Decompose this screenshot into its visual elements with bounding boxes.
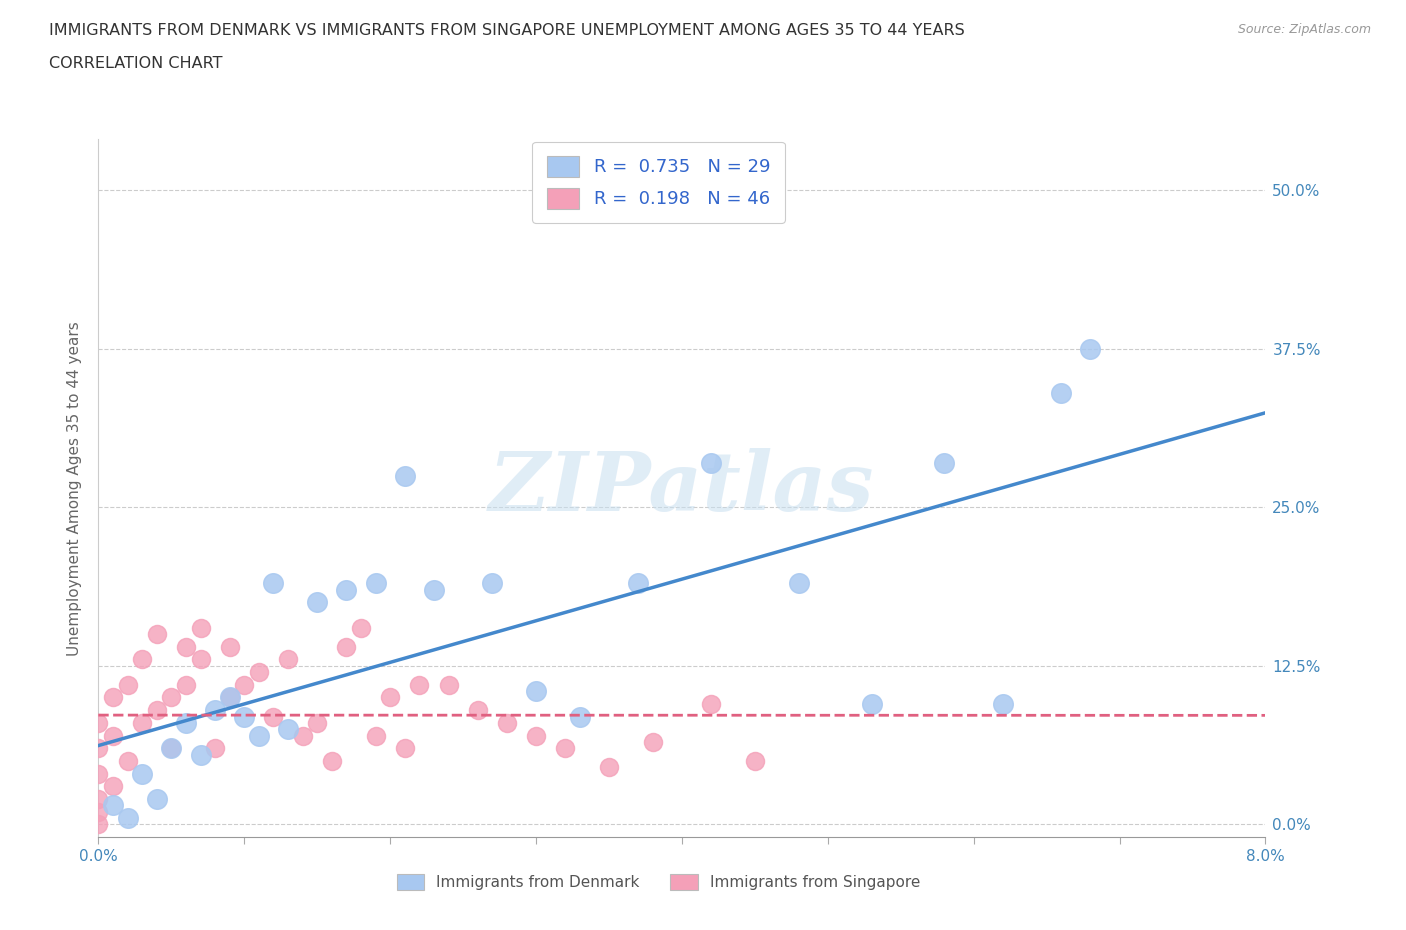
Point <box>101 728 124 743</box>
Point <box>87 791 110 806</box>
Point <box>598 760 620 775</box>
Point <box>101 690 124 705</box>
Point <box>117 753 139 768</box>
Point <box>190 652 212 667</box>
Point <box>394 468 416 483</box>
Point <box>321 753 343 768</box>
Point <box>146 703 169 718</box>
Point <box>1080 341 1102 356</box>
Point <box>87 741 110 756</box>
Point <box>1050 386 1073 401</box>
Point <box>991 697 1014 711</box>
Point <box>335 582 357 597</box>
Point <box>117 811 139 826</box>
Point <box>87 817 110 831</box>
Point <box>860 697 883 711</box>
Y-axis label: Unemployment Among Ages 35 to 44 years: Unemployment Among Ages 35 to 44 years <box>67 321 83 656</box>
Text: CORRELATION CHART: CORRELATION CHART <box>49 56 222 71</box>
Point <box>174 639 197 654</box>
Point <box>101 798 124 813</box>
Point <box>641 735 664 750</box>
Point <box>174 715 197 730</box>
Point <box>160 741 183 756</box>
Point <box>524 728 547 743</box>
Point <box>160 741 183 756</box>
Point <box>423 582 446 597</box>
Point <box>524 684 547 698</box>
Point <box>291 728 314 743</box>
Point <box>335 639 357 654</box>
Point <box>496 715 519 730</box>
Point <box>307 715 329 730</box>
Point <box>87 715 110 730</box>
Point <box>744 753 766 768</box>
Point <box>190 620 212 635</box>
Point <box>87 766 110 781</box>
Point <box>247 665 270 680</box>
Point <box>394 741 416 756</box>
Point <box>277 722 299 737</box>
Legend: Immigrants from Denmark, Immigrants from Singapore: Immigrants from Denmark, Immigrants from… <box>388 865 929 899</box>
Point <box>437 677 460 692</box>
Point <box>101 778 124 793</box>
Point <box>160 690 183 705</box>
Point <box>218 690 240 705</box>
Point <box>131 766 153 781</box>
Point <box>131 715 153 730</box>
Point <box>364 728 387 743</box>
Point <box>262 709 284 724</box>
Point <box>568 709 591 724</box>
Point <box>787 576 810 591</box>
Point <box>87 804 110 819</box>
Point <box>627 576 650 591</box>
Point <box>307 595 329 610</box>
Text: ZIPatlas: ZIPatlas <box>489 448 875 528</box>
Point <box>700 697 723 711</box>
Point <box>190 747 212 762</box>
Text: Source: ZipAtlas.com: Source: ZipAtlas.com <box>1237 23 1371 36</box>
Point <box>554 741 576 756</box>
Point <box>262 576 284 591</box>
Text: IMMIGRANTS FROM DENMARK VS IMMIGRANTS FROM SINGAPORE UNEMPLOYMENT AMONG AGES 35 : IMMIGRANTS FROM DENMARK VS IMMIGRANTS FR… <box>49 23 965 38</box>
Point <box>467 703 489 718</box>
Point <box>378 690 402 705</box>
Point <box>218 639 240 654</box>
Point <box>233 677 256 692</box>
Point <box>700 456 723 471</box>
Point <box>146 791 169 806</box>
Point <box>364 576 387 591</box>
Point <box>277 652 299 667</box>
Point <box>174 677 197 692</box>
Point <box>204 703 226 718</box>
Point <box>117 677 139 692</box>
Point <box>233 709 256 724</box>
Point <box>408 677 430 692</box>
Point <box>934 456 956 471</box>
Point <box>481 576 503 591</box>
Point <box>247 728 270 743</box>
Point <box>131 652 153 667</box>
Point <box>218 690 240 705</box>
Point <box>350 620 373 635</box>
Point <box>204 741 226 756</box>
Point <box>146 627 169 642</box>
